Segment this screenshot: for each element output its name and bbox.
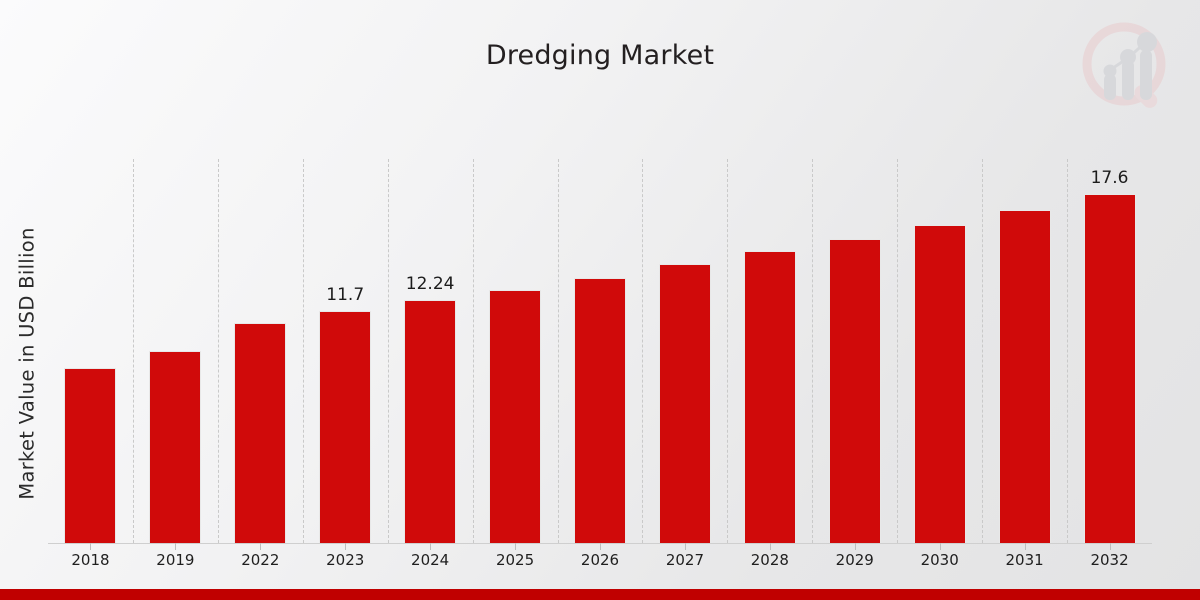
bar-group[interactable] xyxy=(812,159,897,543)
x-axis-label-2032: 2032 xyxy=(1090,551,1129,569)
bar-2019[interactable] xyxy=(149,350,202,543)
gridline xyxy=(812,159,814,543)
plot-area: 11.7 12.24 17.6 xyxy=(48,159,1152,543)
bar-2027[interactable] xyxy=(658,264,711,543)
bar-2032[interactable] xyxy=(1083,193,1136,543)
bar-group[interactable]: 17.6 xyxy=(1067,159,1152,543)
x-axis-label-2028: 2028 xyxy=(750,551,789,569)
bar-2025[interactable] xyxy=(489,289,542,543)
x-axis-label-2027: 2027 xyxy=(665,551,705,569)
gridline xyxy=(387,159,389,543)
bar-group[interactable] xyxy=(218,159,303,543)
bar-group[interactable] xyxy=(133,159,218,543)
x-axis-label-2026: 2026 xyxy=(580,551,620,569)
x-tick xyxy=(430,543,432,550)
bar-group[interactable]: 11.7 xyxy=(303,159,388,543)
gridline xyxy=(982,159,984,543)
gridline xyxy=(132,159,134,543)
bar-2030[interactable] xyxy=(913,225,966,543)
gridline xyxy=(217,159,219,543)
chart-title: Dredging Market xyxy=(485,40,715,71)
footer-accent-bar xyxy=(0,589,1200,600)
bar-2024[interactable] xyxy=(404,300,457,543)
gridline xyxy=(472,159,474,543)
x-axis-label-2030: 2030 xyxy=(920,551,959,569)
bar-value-label-2023: 11.7 xyxy=(326,284,365,305)
x-tick xyxy=(939,543,941,550)
bar-value-label-2024: 12.24 xyxy=(405,274,455,295)
gridline xyxy=(642,159,644,543)
x-tick xyxy=(684,543,686,550)
gridline xyxy=(1067,159,1069,543)
x-tick xyxy=(90,543,92,550)
gridline xyxy=(302,159,304,543)
x-tick xyxy=(1024,543,1026,550)
x-axis-label-2031: 2031 xyxy=(1005,551,1044,569)
x-axis-label-2025: 2025 xyxy=(495,551,535,569)
x-tick xyxy=(600,543,601,550)
bar-group[interactable] xyxy=(48,159,133,543)
bar-2031[interactable] xyxy=(998,209,1051,543)
gridline xyxy=(557,159,559,543)
bar-group[interactable] xyxy=(982,159,1067,543)
x-tick xyxy=(515,543,517,550)
x-axis-label-2018: 2018 xyxy=(71,551,110,569)
x-tick xyxy=(1109,543,1111,550)
x-axis-label-2022: 2022 xyxy=(241,551,280,569)
x-tick xyxy=(345,543,347,550)
y-axis-title: Market Value in USD Billion xyxy=(15,227,39,500)
bar-series: 11.7 12.24 17.6 xyxy=(48,159,1152,543)
x-tick xyxy=(769,543,771,550)
bar-2028[interactable] xyxy=(743,251,796,543)
brand-watermark-logo xyxy=(1076,18,1180,122)
trend-dots-icon xyxy=(1103,32,1157,78)
x-tick xyxy=(260,543,262,550)
bar-group[interactable] xyxy=(897,159,982,543)
bar-group[interactable]: 12.24 xyxy=(388,159,473,543)
bar-group[interactable] xyxy=(558,159,643,543)
x-tick xyxy=(175,543,177,550)
bar-value-label-2032: 17.6 xyxy=(1090,167,1129,188)
bar-2029[interactable] xyxy=(828,239,881,543)
bar-chart-icon xyxy=(1104,50,1152,100)
x-axis-label-2024: 2024 xyxy=(411,551,450,569)
bar-group[interactable] xyxy=(642,159,727,543)
bar-group[interactable] xyxy=(727,159,812,543)
gridline xyxy=(897,159,899,543)
bar-2023[interactable] xyxy=(319,310,372,543)
bar-2018[interactable] xyxy=(64,368,117,543)
gridline xyxy=(727,159,729,543)
bar-group[interactable] xyxy=(473,159,558,543)
x-axis-label-2019: 2019 xyxy=(156,551,195,569)
x-tick xyxy=(854,543,856,550)
x-axis-label-2029: 2029 xyxy=(835,551,874,569)
x-axis-label-2023: 2023 xyxy=(326,551,365,569)
gridlines xyxy=(48,159,1152,543)
bar-2026[interactable] xyxy=(573,278,626,543)
bar-2022[interactable] xyxy=(234,322,287,543)
